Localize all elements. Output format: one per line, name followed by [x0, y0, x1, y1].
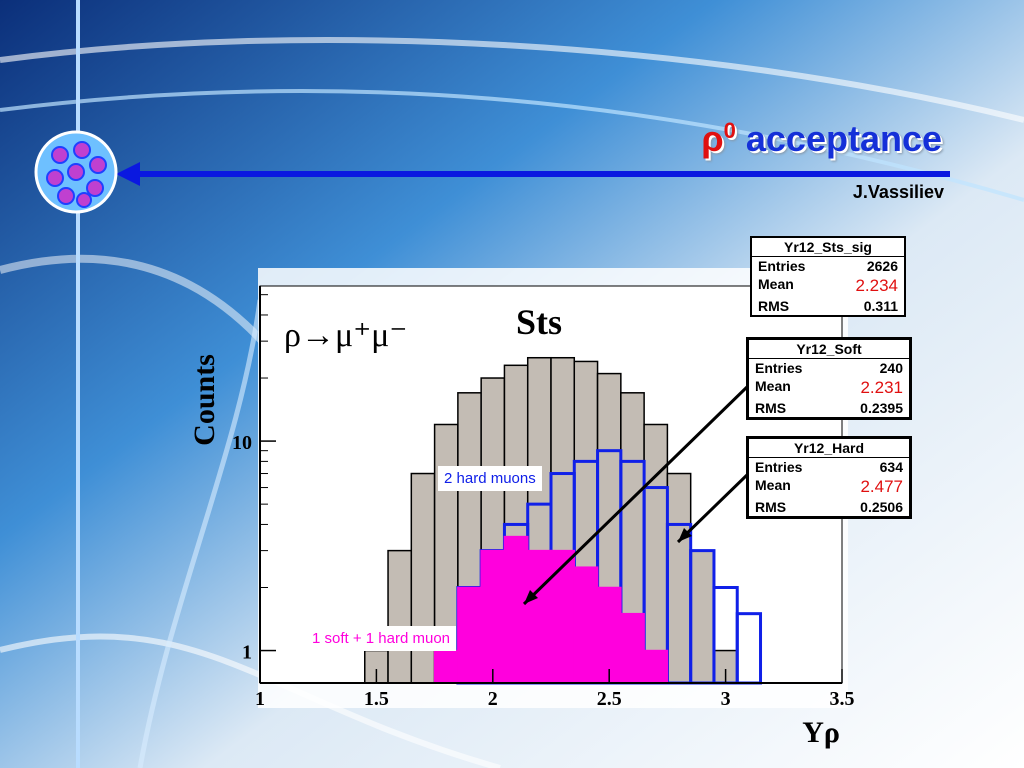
statbox-sts-rms: 0.311: [863, 298, 898, 314]
statbox-soft-entries-label: Entries: [755, 360, 803, 376]
x-tick-label: 3: [721, 688, 731, 710]
y-axis-label: Counts: [188, 354, 221, 446]
statbox-soft-title: Yr12_Soft: [749, 340, 909, 359]
histogram-bar-soft: [457, 586, 482, 684]
statbox-hard-rms: 0.2506: [860, 499, 903, 515]
histogram-bar-soft: [480, 549, 506, 684]
x-tick-label: 3.5: [830, 688, 855, 710]
statbox-sts-title: Yr12_Sts_sig: [752, 238, 904, 257]
soft-hard-muon-label: 1 soft + 1 hard muon: [306, 626, 457, 651]
title-text: acceptance: [745, 118, 942, 159]
statbox-sts: Yr12_Sts_sig Entries 2626 Mean 2.234 RMS 0.…: [750, 236, 906, 317]
soft-pointer-arrow: [522, 384, 750, 606]
histogram-bar-soft: [643, 649, 669, 684]
histogram-bar-soft: [526, 549, 552, 684]
histogram-bar-sts: [689, 549, 715, 684]
histogram-bar-soft: [503, 535, 529, 684]
soft-pointer-arrowhead: [524, 590, 538, 604]
statbox-hard-entries: 634: [879, 459, 903, 475]
histogram-bar-soft: [620, 612, 645, 684]
x-tick-label: 1: [255, 688, 265, 710]
hard-pointer-arrowhead: [678, 528, 692, 542]
detector-label: Sts: [516, 302, 562, 342]
statbox-hard-entries-label: Entries: [755, 459, 803, 475]
statbox-soft-mean: 2.231: [860, 378, 903, 397]
x-tick-label: 2: [488, 688, 498, 710]
statbox-sts-mean-label: Mean: [758, 276, 794, 292]
hard-pointer-arrow: [676, 472, 750, 544]
statbox-soft-entries: 240: [879, 360, 903, 376]
histogram-bar-soft: [433, 649, 459, 684]
histogram-bar-soft: [596, 586, 622, 684]
statbox-sts-entries: 2626: [866, 258, 898, 274]
histogram-bar-sts: [666, 472, 692, 684]
arrow-head: [116, 162, 140, 186]
statbox-hard-title: Yr12_Hard: [749, 439, 909, 458]
x-axis-label: Yρ: [802, 716, 840, 749]
statbox-soft: Yr12_Soft Entries 240 Mean 2.231 RMS 0.2395: [746, 337, 912, 420]
statbox-hard-rms-label: RMS: [755, 499, 787, 515]
statbox-sts-entries-label: Entries: [758, 258, 806, 274]
hard-muons-label: 2 hard muons: [438, 466, 542, 491]
histogram-bar-soft: [573, 566, 599, 684]
y-tick-label: 1: [242, 642, 252, 664]
title-superscript: 0: [723, 118, 736, 143]
statbox-soft-rms-label: RMS: [755, 400, 787, 416]
y-tick-label: 10: [232, 432, 252, 454]
reaction-label: ρ→μ⁺μ⁻: [284, 317, 407, 354]
statbox-sts-mean: 2.234: [855, 276, 898, 295]
author-name: J.Vassiliev: [852, 182, 944, 202]
statbox-hard: Yr12_Hard Entries 634 Mean 2.477 RMS 0.2506: [746, 436, 912, 519]
statbox-hard-mean-label: Mean: [755, 477, 791, 493]
histogram-bar-sts: [410, 472, 436, 684]
histogram-bar-sts: [643, 423, 669, 684]
histogram-bar-soft: [550, 549, 576, 684]
title-symbol: ρ: [701, 118, 724, 159]
slide-title: ρ0 acceptance: [701, 118, 942, 160]
histogram-bar-sts: [387, 549, 413, 684]
x-tick-label: 1.5: [364, 688, 389, 710]
x-tick-label: 2.5: [597, 688, 622, 710]
statbox-hard-mean: 2.477: [860, 477, 903, 496]
statbox-soft-rms: 0.2395: [860, 400, 903, 416]
statbox-sts-rms-label: RMS: [758, 298, 790, 314]
statbox-soft-mean-label: Mean: [755, 378, 791, 394]
